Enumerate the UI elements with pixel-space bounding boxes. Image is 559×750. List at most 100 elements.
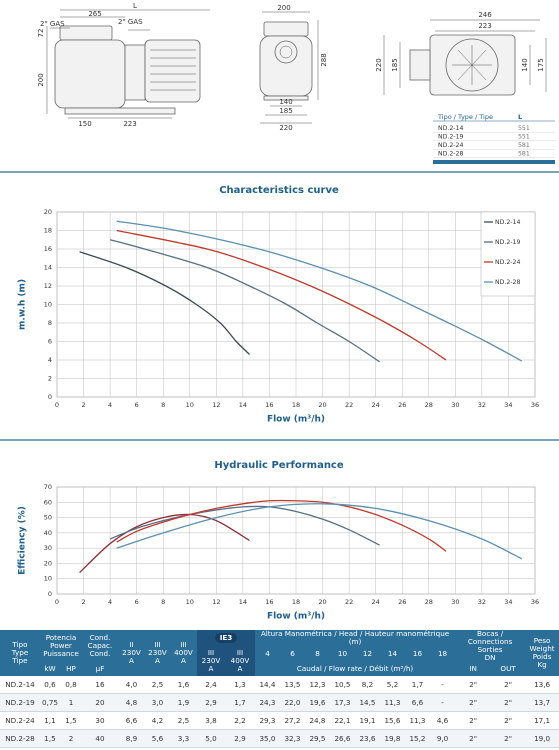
header-cell: Cond. Capac. Cond. xyxy=(82,630,118,662)
header-line: Tipo xyxy=(12,640,28,649)
table-cell: 22,1 xyxy=(330,711,355,730)
motor xyxy=(144,39,201,103)
top-view: 246 223 220 185 140 175 xyxy=(375,11,547,96)
header-cell: Tipo Type Tipe xyxy=(0,630,40,676)
table-cell: 20 xyxy=(82,693,118,712)
header-row: Tipo Type Tipe Potencia Power Puissance Cond. C… xyxy=(0,629,559,676)
header-line: Sorties xyxy=(477,645,503,654)
table-cell: 1,3 xyxy=(225,676,255,694)
dim-label: 140 xyxy=(279,98,292,106)
x-tick-label: 12 xyxy=(212,598,220,606)
dim-label: 220 xyxy=(279,124,292,132)
x-tick-label: 4 xyxy=(108,598,112,606)
table-cell: ND.2-28 xyxy=(0,729,40,748)
x-tick-label: 2 xyxy=(81,598,85,606)
table-cell: 11,3 xyxy=(405,711,430,730)
dim-label: 200 xyxy=(277,4,290,12)
table-cell: 40 xyxy=(82,729,118,748)
header-text: IN xyxy=(469,664,477,673)
header-text: 12 xyxy=(362,649,373,658)
table-cell: 2" xyxy=(455,693,492,712)
table-cell: 15,6 xyxy=(380,711,405,730)
table-cell: 3,0 xyxy=(145,693,170,712)
size-table-cell: 551 xyxy=(518,134,530,141)
header-text: 16 xyxy=(412,649,423,658)
table-cell: 0,6 xyxy=(40,676,60,694)
curve xyxy=(116,220,523,362)
x-tick-label: 8 xyxy=(161,598,165,606)
y-tick-label: 30 xyxy=(44,544,52,552)
table-cell: 1 xyxy=(60,693,82,712)
header-cell: Bocas / Connections Sorties DN xyxy=(455,629,526,662)
x-tick-label: 32 xyxy=(478,598,486,606)
x-tick-label: 34 xyxy=(504,598,512,606)
table-cell: 9,0 xyxy=(430,729,456,748)
coupling xyxy=(124,44,146,101)
table-cell: 19,0 xyxy=(525,729,559,748)
legend-label: ND.2-19 xyxy=(495,239,520,246)
table-cell: ND.2-19 xyxy=(0,693,40,712)
header-text: kW xyxy=(44,664,56,673)
base xyxy=(64,107,176,115)
header-line: Poids xyxy=(532,652,552,661)
header-cell: 6 xyxy=(280,646,305,662)
table-cell: 30 xyxy=(82,711,118,730)
front-view: 200 288 140 185 220 xyxy=(259,4,328,132)
table-cell: 5,0 xyxy=(197,729,225,748)
header-line: III xyxy=(180,640,187,649)
y-tick-label: 10 xyxy=(44,575,52,583)
header-line: Bocas / Connections xyxy=(467,629,513,646)
y-tick-label: 8 xyxy=(48,319,52,327)
table-cell: 24,8 xyxy=(305,711,330,730)
table-cell: 2,5 xyxy=(145,676,170,694)
pump-housing xyxy=(54,39,126,109)
x-tick-label: 10 xyxy=(186,598,194,606)
size-table-cell: ND.2-28 xyxy=(438,151,463,158)
size-table-cell: 551 xyxy=(518,125,530,132)
y-tick-label: 18 xyxy=(44,227,52,235)
table-cell: 27,2 xyxy=(280,711,305,730)
y-tick-label: 40 xyxy=(44,529,52,537)
curve xyxy=(79,251,250,355)
x-axis-label: Flow (m³/h) xyxy=(267,415,325,425)
header-line: III xyxy=(154,640,161,649)
basket-ribs xyxy=(452,45,492,85)
header-line: Capac. xyxy=(87,641,113,650)
curve xyxy=(79,513,250,574)
table-cell: 4,2 xyxy=(145,711,170,730)
curve xyxy=(116,503,523,560)
header-text: 18 xyxy=(437,649,448,658)
chart-title: Characteristics curve xyxy=(219,185,339,196)
x-tick-label: 28 xyxy=(425,598,433,606)
table-cell: 6,6 xyxy=(405,693,430,712)
header-cell: 4 xyxy=(255,646,280,662)
header-line: 230V xyxy=(148,648,167,657)
x-axis-label: Flow (m³/h) xyxy=(267,612,325,622)
table-cell: 2" xyxy=(491,676,526,694)
table-cell: 8,9 xyxy=(118,729,145,748)
x-tick-label: 26 xyxy=(398,598,406,606)
header-cell: III 230V A xyxy=(145,630,170,676)
size-table-bar xyxy=(433,160,555,164)
legend-label: ND.2-24 xyxy=(495,259,520,266)
header-row: kW HP μF Caudal / Flow rate / Débit (m³/h) I… xyxy=(0,662,559,676)
header-text: Altura Manométrica / Head / Hauteur mano… xyxy=(260,629,450,646)
y-axis-label: Efficiency (%) xyxy=(18,506,28,575)
table-cell: 0,8 xyxy=(60,676,82,694)
header-line: A xyxy=(237,664,243,673)
header-line: A xyxy=(155,656,160,665)
table-cell: 5,2 xyxy=(380,676,405,694)
lid xyxy=(263,21,309,37)
header-line: Cond. xyxy=(89,633,111,642)
header-cell: OUT xyxy=(491,662,526,676)
y-tick-label: 2 xyxy=(48,375,52,383)
table-cell: 2 xyxy=(60,729,82,748)
x-tick-label: 6 xyxy=(135,598,139,606)
x-tick-label: 2 xyxy=(81,401,85,409)
table-cell: 29,5 xyxy=(305,729,330,748)
curve xyxy=(116,499,447,552)
table-cell: 2" xyxy=(491,693,526,712)
header-cell: 16 xyxy=(405,646,430,662)
table-cell: ND.2-14 xyxy=(0,676,40,694)
dim-label: L xyxy=(133,2,137,10)
